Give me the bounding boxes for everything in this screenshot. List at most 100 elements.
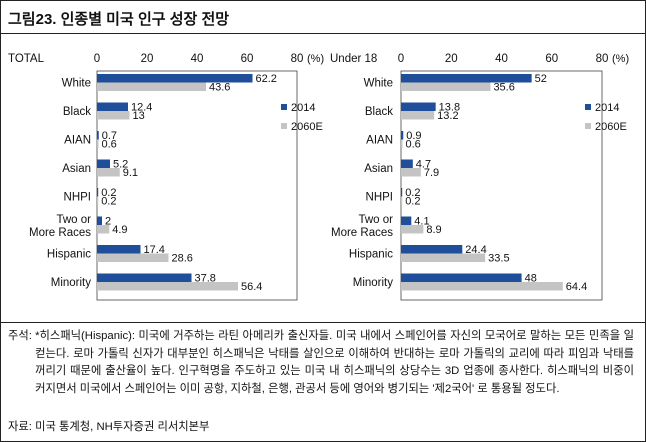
bar-series1 [97,159,110,168]
bar-series2 [401,282,563,291]
bar-series1 [97,273,192,282]
footnote-label: 주석: [8,330,36,342]
bar-series1 [401,102,436,111]
data-label: 13 [133,110,145,122]
category-label: Minority [51,277,92,289]
x-tick-label: 80 [596,53,609,65]
data-label: 0.9 [406,130,421,142]
plot-area-frame [96,70,298,301]
x-axis-unit: (%) [307,53,324,65]
x-tick-label: 0 [94,53,100,65]
category-label: Two or [358,214,393,226]
bar-series1 [401,159,413,168]
bar-series1 [401,74,532,83]
data-label: 43.6 [209,82,230,94]
category-label: Asian [62,163,91,175]
data-label: 13.8 [439,102,460,114]
category-label: AIAN [64,135,91,147]
footnote: 주석: *히스패닉(Hispanic): 미국에 거주하는 라틴 아메리카 출신… [8,328,634,398]
data-label: 0.7 [102,130,117,142]
x-tick-label: 0 [398,53,404,65]
bar-series1 [97,188,99,197]
bar-series2 [97,253,169,262]
legend-label: 2014 [291,102,315,114]
category-label: Black [63,106,91,118]
data-label: 24.4 [465,244,486,256]
bar-series1 [401,216,412,225]
legend-swatch [281,123,287,129]
legend-swatch [585,123,591,129]
bar-series2 [401,196,403,205]
bar-series1 [97,74,253,83]
data-label: 4.7 [416,159,431,171]
panel-title: Under 18 [330,53,377,65]
x-tick-label: 80 [291,53,304,65]
legend-label: 2060E [595,121,627,133]
bar-series1 [401,131,404,140]
data-label: 0.6 [102,139,117,151]
x-tick-label: 60 [545,53,558,65]
legend-swatch [281,104,287,110]
bar-series2 [401,225,424,234]
panel-title: TOTAL [8,53,45,65]
category-label: Hispanic [47,249,91,261]
bar-series2 [401,139,403,148]
data-label: 17.4 [144,244,165,256]
bar-series1 [97,245,141,254]
data-label: 64.4 [566,281,587,293]
data-label: 48 [525,273,537,285]
x-tick-label: 40 [191,53,204,65]
bar-series2 [97,111,130,120]
data-label: 56.4 [241,281,262,293]
data-label: 0.6 [406,139,421,151]
bar-series2 [401,82,491,91]
bar-series2 [401,253,486,262]
figure-title: 그림23. 인종별 미국 인구 성장 전망 [8,11,230,28]
data-label: 37.8 [195,273,216,285]
bar-series2 [97,168,120,177]
legend-swatch [585,104,591,110]
data-label: 0.2 [101,187,116,199]
source-line: 자료: 미국 통계청, NH투자증권 리서치본부 [8,421,210,433]
bar-series2 [97,82,206,91]
category-label: More Races [29,227,91,239]
category-label: Asian [364,163,393,175]
category-label: AIAN [366,135,393,147]
data-label: 8.9 [426,224,441,236]
legend-label: 2014 [595,102,619,114]
bar-series2 [401,111,435,120]
category-label: Minority [353,277,394,289]
category-label: Hispanic [349,249,393,261]
category-label: NHPI [366,192,393,204]
bar-series2 [97,225,110,234]
bar-series2 [97,282,238,291]
data-label: 9.1 [123,167,138,179]
data-label: 2 [105,216,111,228]
x-tick-label: 60 [241,53,254,65]
bar-series2 [97,139,99,148]
data-label: 12.4 [131,102,152,114]
bar-series1 [97,216,102,225]
bar-series2 [401,168,421,177]
title-divider [0,33,646,34]
bar-series1 [97,131,99,140]
legend-label: 2060E [291,121,323,133]
data-label: 7.9 [424,167,439,179]
bar-series1 [401,188,403,197]
data-label: 5.2 [113,159,128,171]
data-label: 52 [535,73,547,85]
category-label: NHPI [64,192,91,204]
footnote-divider [0,322,646,323]
data-label: 0.2 [405,196,420,208]
data-label: 13.2 [437,110,458,122]
x-tick-label: 20 [445,53,458,65]
x-tick-label: 20 [141,53,154,65]
data-label: 4.1 [414,216,429,228]
bar-series1 [401,245,463,254]
plot-area-frame [400,70,603,301]
data-label: 62.2 [256,73,277,85]
category-label: White [364,78,393,90]
x-axis-unit: (%) [612,53,629,65]
data-label: 33.5 [488,253,509,265]
